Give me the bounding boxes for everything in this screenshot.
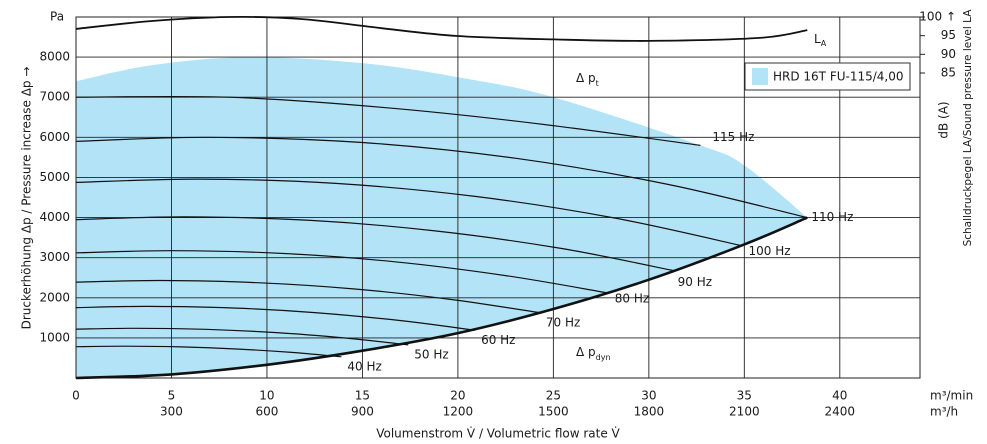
x2-tick-label: 1800 — [634, 405, 665, 419]
x2-unit: m³/h — [930, 405, 958, 419]
y-tick-label: 2000 — [39, 290, 70, 304]
speed-curve — [75, 345, 342, 358]
annotation-sub: dyn — [596, 353, 611, 362]
y-tick-label: 3000 — [39, 250, 70, 264]
speed-curve — [75, 250, 609, 294]
curve-label: 60 Hz — [481, 333, 515, 347]
x2-tick-label: 600 — [255, 405, 278, 419]
speed-curve — [75, 279, 542, 314]
annotation: Δ pdyn — [576, 345, 611, 362]
x2-tick-label: 2400 — [825, 405, 856, 419]
y-tick-label: 4000 — [39, 210, 70, 224]
curve-label: 110 Hz — [811, 210, 853, 224]
x-tick-label: 20 — [450, 389, 465, 403]
annotation-main: Δ p — [576, 71, 596, 85]
curve-label: 80 Hz — [615, 292, 649, 306]
label-sub: A — [821, 39, 827, 48]
speed-curve — [75, 216, 674, 272]
y-tick-label: 6000 — [39, 130, 70, 144]
curve-label: 50 Hz — [414, 347, 448, 361]
y2-tick-label: 85 — [941, 65, 956, 79]
x-tick-label: 30 — [641, 389, 656, 403]
x2-tick-label: 1500 — [538, 405, 569, 419]
x-tick-label: 25 — [546, 389, 561, 403]
curve-label: 40 Hz — [347, 359, 381, 373]
speed-curve — [75, 305, 476, 331]
y2-unit: dB (A) — [937, 101, 951, 138]
x-tick-label: 10 — [259, 389, 274, 403]
x-tick-label: 15 — [355, 389, 370, 403]
legend-box — [744, 62, 911, 91]
x2-tick-label: 2100 — [729, 405, 760, 419]
plot-frame — [75, 16, 921, 379]
annotation: Δ pt — [576, 71, 599, 88]
x-tick-label: 35 — [737, 389, 752, 403]
y-unit: Pa — [50, 10, 64, 24]
x2-tick-label: 300 — [160, 405, 183, 419]
curve-label: 100 Hz — [749, 244, 791, 258]
speed-curve — [75, 136, 808, 219]
speed-curve — [75, 327, 409, 346]
y-tick-label: 1000 — [39, 330, 70, 344]
y-axis-title: Druckerhöhung Δp / Pressure increase Δp … — [20, 67, 34, 330]
sound-curve-label: LA — [814, 32, 827, 48]
x2-tick-label: 1200 — [443, 405, 474, 419]
y-tick-label: 7000 — [39, 90, 70, 104]
x-tick-label: 0 — [72, 389, 80, 403]
system-curve — [75, 216, 808, 380]
legend-label: HRD 16T FU-115/4,00 — [773, 70, 904, 84]
sound-curve — [75, 15, 808, 42]
curve-label: 90 Hz — [678, 275, 712, 289]
y2-tick-label: 95 — [941, 28, 956, 42]
annotation-sub: t — [596, 79, 599, 88]
speed-curve — [75, 178, 741, 246]
x-tick-label: 40 — [832, 389, 847, 403]
speed-curve — [75, 95, 701, 146]
x-unit: m³/min — [930, 389, 973, 403]
y2-tick-label: 90 — [941, 47, 956, 61]
legend-swatch — [752, 68, 768, 85]
y2-tick-label: 100 ↑ — [919, 10, 956, 24]
curve-label: 115 Hz — [712, 130, 754, 144]
x-tick-label: 5 — [168, 389, 176, 403]
label-main: L — [814, 32, 821, 46]
y2-axis-title: Schalldruckpegel LA/Sound pressure level… — [962, 9, 974, 247]
y-tick-label: 8000 — [39, 50, 70, 64]
curve-label: 70 Hz — [546, 316, 580, 330]
x-axis-title: Volumenstrom V̇ / Volumetric flow rate V… — [376, 426, 620, 440]
annotation-main: Δ p — [576, 345, 596, 359]
y-tick-label: 5000 — [39, 170, 70, 184]
x2-tick-label: 900 — [351, 405, 374, 419]
